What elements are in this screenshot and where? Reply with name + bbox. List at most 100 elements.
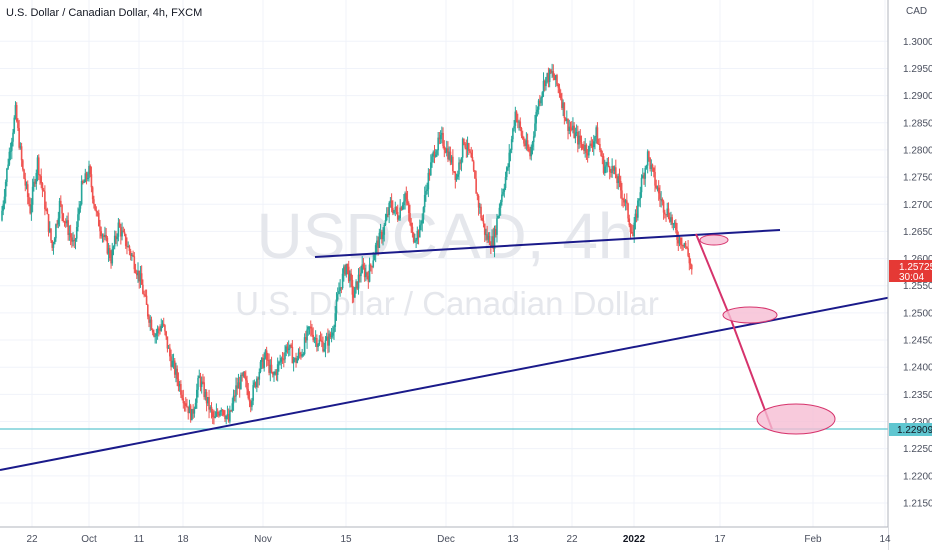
candle-body	[156, 328, 159, 334]
candle-body	[260, 357, 263, 362]
candle-body	[307, 326, 310, 330]
candle-body	[177, 379, 180, 387]
candle-body	[287, 348, 290, 351]
candle-body	[322, 341, 324, 352]
candle-body	[588, 146, 590, 156]
candle-body	[486, 234, 488, 240]
price-tick-label: 1.26000	[903, 254, 932, 265]
candle-body	[279, 361, 281, 363]
candle-body	[628, 218, 631, 226]
candle-body	[512, 128, 514, 140]
candle-body	[519, 121, 522, 129]
candle-body	[123, 231, 126, 235]
candle-body	[79, 204, 82, 209]
candle-body	[660, 199, 662, 201]
candle-body	[654, 171, 656, 186]
candle-body	[624, 200, 627, 203]
candle-body	[523, 138, 525, 144]
candle-body	[521, 135, 524, 139]
candle-body	[388, 203, 390, 215]
candle-body	[504, 177, 507, 188]
candle-body	[447, 148, 449, 160]
candle-body	[652, 167, 655, 172]
candle-body	[252, 385, 254, 401]
candle-body	[131, 254, 133, 256]
candle-body	[480, 206, 482, 218]
candle-body	[651, 164, 654, 168]
projection-path[interactable]	[695, 233, 773, 430]
neckline-trendline[interactable]	[314, 229, 781, 258]
candle-body	[570, 128, 573, 130]
candle-body	[291, 346, 294, 364]
candle-body	[44, 191, 46, 210]
candle-body	[547, 73, 550, 82]
candle-body	[126, 245, 128, 248]
candle-body	[200, 381, 203, 387]
rising-trendline[interactable]	[0, 296, 893, 471]
candle-body	[363, 267, 366, 278]
candle-body	[66, 220, 68, 224]
candle-body	[550, 69, 552, 73]
candle-body	[31, 186, 34, 205]
candle-body	[270, 364, 273, 372]
candle-body	[546, 73, 549, 78]
candle-body	[575, 132, 578, 134]
candle-body	[275, 371, 278, 375]
candle-body	[590, 143, 593, 146]
candle-body	[151, 329, 154, 333]
candle-body	[225, 415, 228, 420]
time-tick-label: 15	[340, 534, 352, 545]
candle-body	[558, 87, 561, 94]
price-tick-label: 1.22000	[903, 471, 932, 482]
candle-body	[379, 231, 382, 233]
target-ellipse-medium[interactable]	[722, 306, 778, 324]
candle-body	[548, 69, 551, 82]
candle-body	[454, 171, 457, 181]
candle-body	[80, 181, 83, 205]
candle-body	[22, 160, 24, 170]
candle-body	[112, 246, 115, 250]
candle-body	[41, 183, 44, 191]
target-ellipse-large[interactable]	[756, 403, 836, 435]
candle-body	[416, 230, 419, 240]
candle-body	[50, 228, 52, 241]
price-tick-label: 1.25000	[903, 308, 932, 319]
candle-body	[668, 217, 671, 222]
candle-body	[232, 395, 235, 404]
bar-countdown: 30:04	[899, 272, 924, 283]
candle-body	[441, 132, 443, 135]
candle-body	[220, 409, 223, 412]
candle-body	[236, 385, 239, 389]
candle-body	[325, 336, 328, 341]
candle-body	[110, 258, 112, 264]
candle-body	[374, 245, 377, 256]
candle-body	[357, 274, 360, 289]
candle-body	[172, 360, 175, 362]
candle-body	[306, 329, 308, 341]
candle-body	[491, 236, 493, 248]
candle-body	[318, 339, 321, 345]
candle-body	[264, 350, 267, 358]
candle-body	[427, 172, 430, 190]
candle-body	[482, 220, 485, 224]
candle-body	[191, 409, 193, 421]
target-ellipse-small[interactable]	[699, 234, 729, 246]
candle-body	[412, 233, 415, 242]
candle-body	[689, 263, 692, 265]
price-axis[interactable]: 1.30000 1.29500 1.29000 1.28500 1.28000 1.275…	[903, 37, 932, 510]
candlestick-series	[1, 63, 693, 425]
candle-body	[45, 209, 47, 211]
candle-body	[641, 175, 644, 178]
candle-body	[469, 150, 471, 153]
candle-body	[248, 398, 251, 402]
candle-body	[688, 255, 691, 264]
candle-body	[425, 190, 427, 195]
price-tick-label: 1.21500	[903, 498, 932, 509]
candle-body	[309, 326, 312, 329]
candle-body	[173, 360, 176, 375]
candle-body	[403, 201, 405, 206]
candle-body	[607, 162, 610, 167]
candle-body	[122, 230, 125, 232]
time-axis[interactable]: 22 Oct 11 18 Nov 15 Dec 13 22 2022 17 Feb 14	[26, 534, 891, 545]
